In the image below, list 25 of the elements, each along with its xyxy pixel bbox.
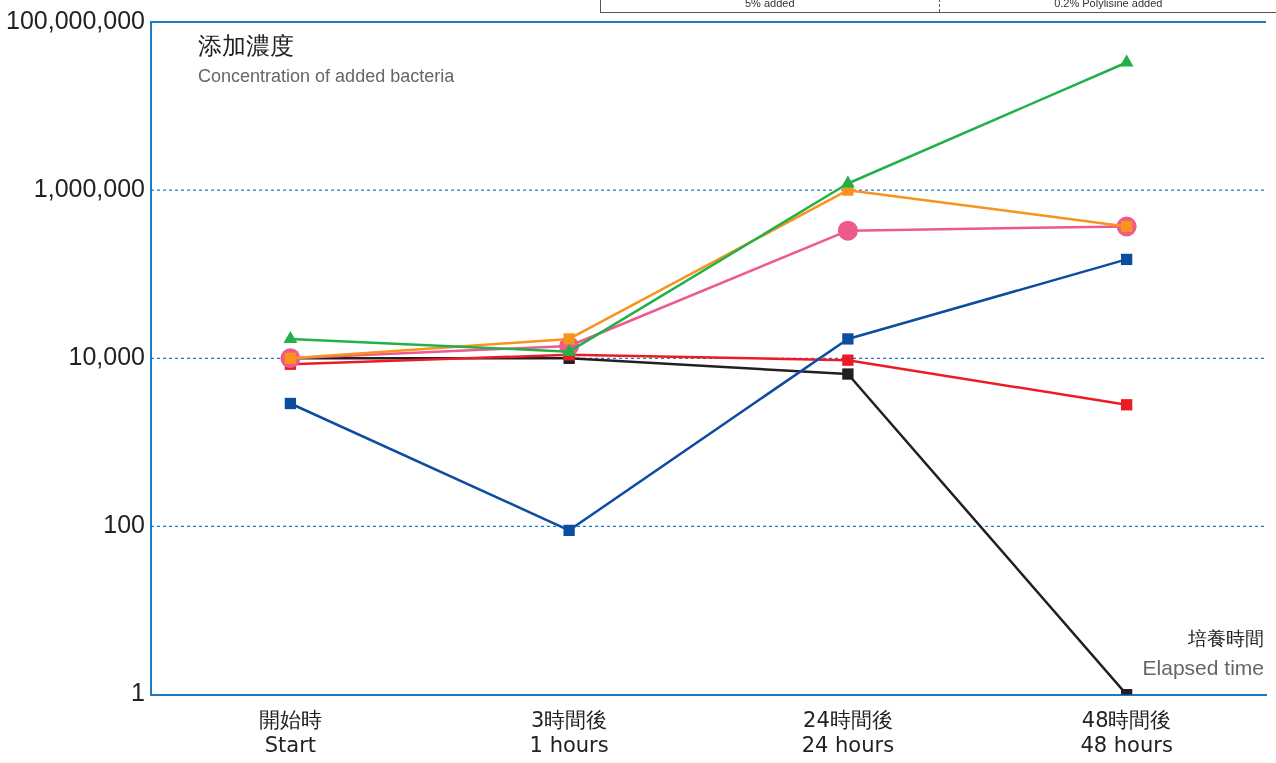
- text: Concentration of added bacteria: [198, 66, 456, 86]
- x-tick-label: 開始時 Start: [258, 707, 322, 757]
- point: [1120, 399, 1133, 411]
- text: 5% added: [743, 0, 796, 11]
- point: [563, 524, 575, 536]
- point: [563, 333, 575, 345]
- point: [284, 397, 297, 410]
- x-axis-title: 培養時間 Elapsed time: [1142, 626, 1264, 679]
- point: [837, 220, 858, 241]
- y-tick-label: 100,000,000: [5, 5, 146, 34]
- point: [1119, 54, 1134, 67]
- point: [842, 333, 854, 345]
- point: [842, 354, 854, 366]
- point: [840, 175, 855, 188]
- y-tick-label: 10,000: [68, 342, 146, 371]
- y-tick-label: 1,000,000: [33, 174, 146, 203]
- x-tick-label: 24時間後 24 hours: [801, 707, 895, 757]
- point: [1120, 253, 1133, 266]
- text: 0.2% Polylisine added: [938, 0, 1276, 12]
- y-tick-label: 1: [131, 678, 146, 707]
- x-tick-label: 48時間後 48 hours: [1080, 707, 1173, 757]
- x-tick-label: 3時間後 1 hours: [529, 707, 609, 757]
- chart-title: 添加濃度: [198, 32, 295, 60]
- point: [842, 368, 854, 380]
- y-tick-label: 100: [103, 510, 146, 539]
